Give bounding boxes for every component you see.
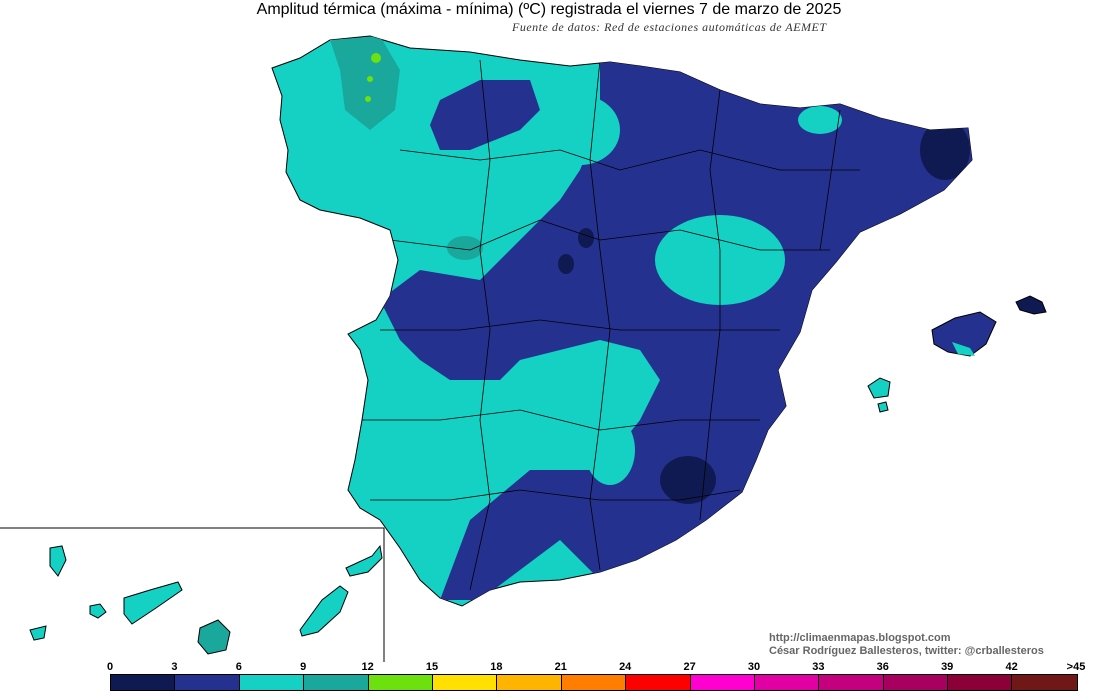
legend-tick-label: >45 [1066, 661, 1086, 673]
legend-tick-label: 24 [619, 661, 632, 673]
map-subtitle: Fuente de datos: Red de estaciones autom… [512, 20, 827, 34]
legend-tick-label: 3 [171, 661, 178, 673]
legend-swatch [948, 675, 1013, 690]
legend-swatch [111, 675, 176, 690]
balearic-islands [867, 295, 1047, 413]
legend-tick-label: 27 [683, 661, 696, 673]
legend-tick-label: 36 [876, 661, 889, 673]
legend-tick-label: 15 [425, 661, 439, 673]
legend-swatch [368, 675, 433, 690]
legend-tick-label: 21 [554, 661, 567, 673]
legend-tick-label: 33 [812, 661, 825, 673]
blog-credit: http://climaenmapas.blogspot.com [769, 632, 951, 644]
legend-tick-label: 39 [941, 661, 954, 673]
map-title: Amplitud térmica (máxima - mínima) (ºC) … [256, 1, 842, 18]
color-legend [110, 674, 1078, 691]
legend-swatch [883, 675, 949, 690]
legend-swatch [754, 675, 820, 690]
legend-swatch [561, 675, 627, 690]
legend-tick-label: 42 [1005, 661, 1018, 673]
peninsula [271, 35, 973, 607]
legend-tick-label: 6 [235, 661, 242, 673]
legend-tick-label: 30 [747, 661, 761, 673]
legend-tick-label: 9 [300, 661, 307, 673]
legend-swatch [304, 675, 369, 690]
legend-swatch [175, 675, 240, 690]
legend-tick-label: 18 [490, 661, 503, 673]
legend-swatch [497, 675, 562, 690]
legend-swatch [626, 675, 691, 690]
legend-tick-label: 12 [361, 661, 374, 673]
canary-islands-inset [0, 527, 385, 662]
author-credit: César Rodríguez Ballesteros, twitter: @c… [769, 645, 1044, 657]
legend-swatch [239, 675, 305, 690]
legend-swatch [432, 675, 498, 690]
legend-tick-label: 0 [106, 661, 114, 673]
legend-swatch [1012, 675, 1077, 690]
legend-swatch [819, 675, 884, 690]
legend-swatch [690, 675, 755, 690]
